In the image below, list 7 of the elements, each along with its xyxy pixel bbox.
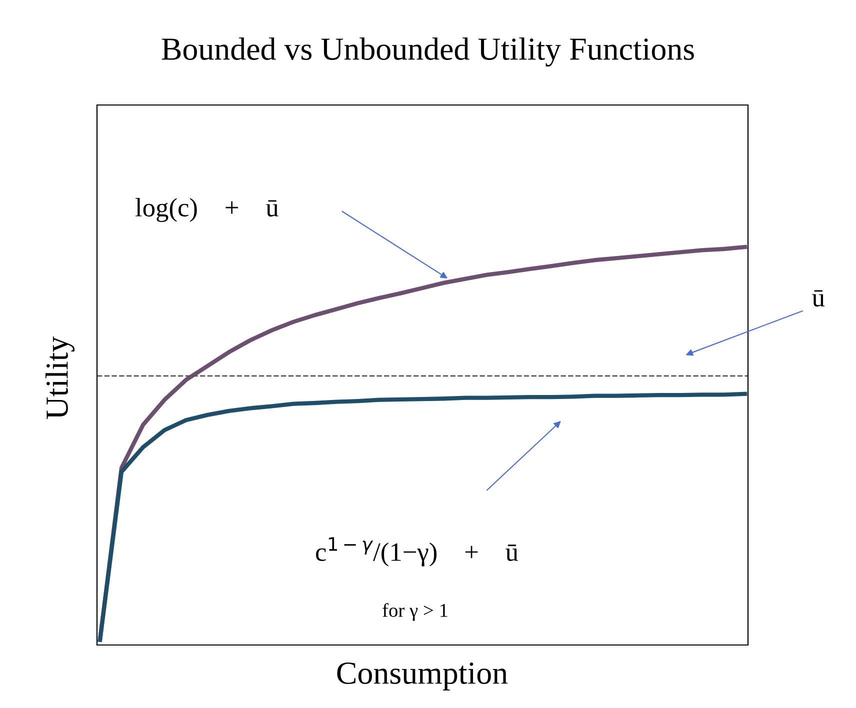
text: log(c) + ū: [136, 198, 278, 222]
y-axis-title: Utility: [45, 336, 75, 420]
annotation: c$^{1−γ}$/(1−γ) + ū: [316, 537, 518, 566]
x-axis-title: Consumption: [337, 662, 508, 690]
chart-title: Bounded vs Unbounded Utility Functions: [162, 37, 694, 67]
annotation: for γ > 1: [382, 603, 448, 621]
text: ū: [812, 290, 825, 307]
